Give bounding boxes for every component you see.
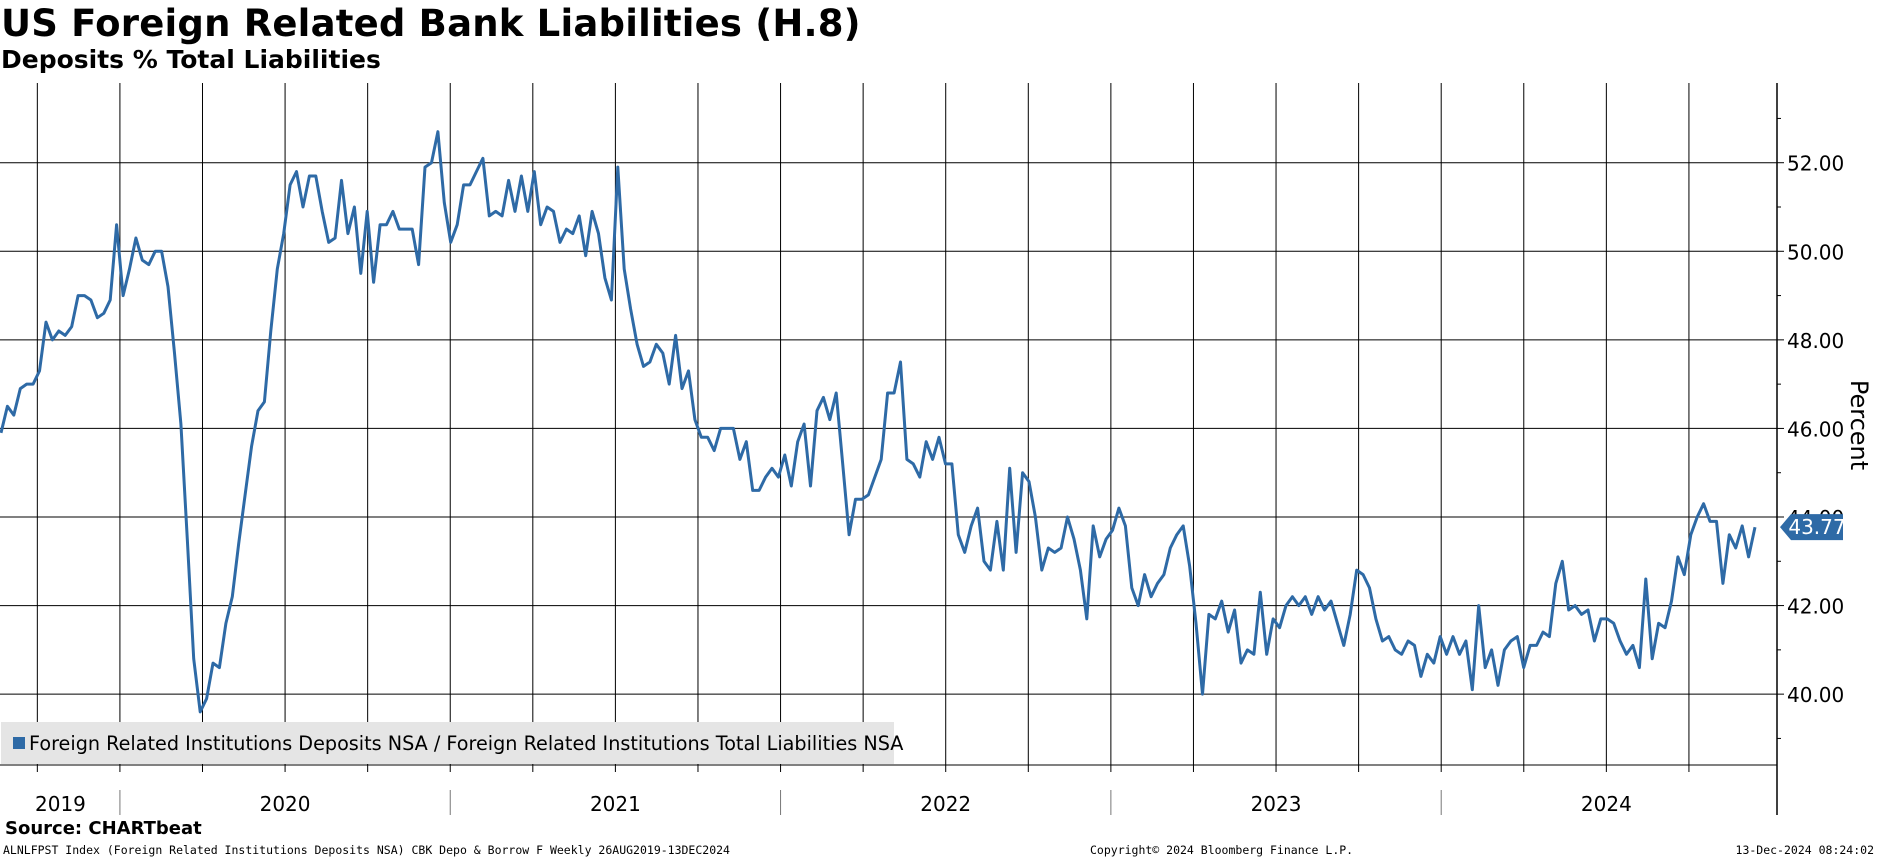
chart-title: US Foreign Related Bank Liabilities (H.8… <box>1 2 861 45</box>
last-value-badge-shape <box>1780 514 1843 541</box>
x-year-label: 2019 <box>35 792 86 815</box>
y-tick-label: 50.00 <box>1787 240 1844 264</box>
legend-swatch <box>13 737 25 749</box>
x-year-label: 2021 <box>590 792 641 815</box>
legend: Foreign Related Institutions Deposits NS… <box>1 722 903 764</box>
x-year-labels: 2019 2020 2021 2022 2023 2024 <box>35 792 1632 815</box>
vertical-gridlines <box>36 83 1690 765</box>
y-axis-label: Percent <box>1845 380 1873 470</box>
legend-background <box>1 722 894 764</box>
y-tick-label: 46.00 <box>1787 417 1844 441</box>
y-tick-label: 40.00 <box>1787 683 1844 707</box>
last-value-label: 43.77 <box>1788 515 1845 539</box>
x-year-label: 2020 <box>260 792 311 815</box>
horizontal-gridlines <box>0 117 1784 739</box>
legend-label: Foreign Related Institutions Deposits NS… <box>29 732 903 755</box>
source-label: Source: CHARTbeat <box>5 818 202 839</box>
x-year-label: 2023 <box>1251 792 1302 815</box>
y-tick-label: 42.00 <box>1787 595 1844 619</box>
y-tick-label: 52.00 <box>1787 152 1844 176</box>
chart-axes <box>0 83 1778 815</box>
x-year-label: 2022 <box>920 792 971 815</box>
ticker-description: ALNLFPST Index (Foreign Related Institut… <box>3 843 730 857</box>
series-line <box>0 130 1757 714</box>
copyright: Copyright© 2024 Bloomberg Finance L.P. <box>1090 843 1354 857</box>
chart-subtitle: Deposits % Total Liabilities <box>1 45 381 74</box>
y-tick-label: 48.00 <box>1787 329 1844 353</box>
x-year-label: 2024 <box>1581 792 1632 815</box>
timestamp: 13-Dec-2024 08:24:02 <box>1735 843 1874 857</box>
last-value-badge: 43.77 <box>1780 514 1846 541</box>
